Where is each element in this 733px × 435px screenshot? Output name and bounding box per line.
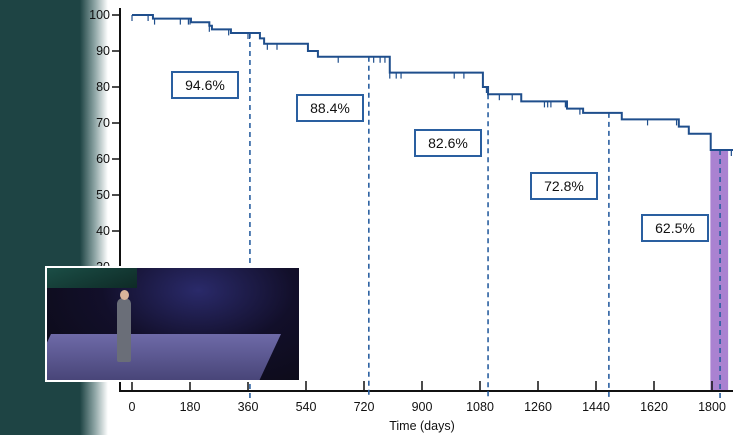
y-tick-label: 90 <box>96 44 110 58</box>
speaker-head <box>120 290 129 300</box>
x-tick-label: 1440 <box>582 400 610 414</box>
annotation-label: 72.8% <box>544 178 584 194</box>
x-tick-label: 540 <box>296 400 317 414</box>
x-tick-label: 1620 <box>640 400 668 414</box>
annotation-box <box>414 129 482 157</box>
annotation-label: 62.5% <box>655 220 695 236</box>
stage-floor <box>47 334 281 380</box>
y-tick-label: 100 <box>89 8 110 22</box>
speaker-figure <box>117 298 131 362</box>
y-tick-label: 60 <box>96 152 110 166</box>
y-tick-label: 80 <box>96 80 110 94</box>
x-tick-label: 900 <box>412 400 433 414</box>
x-axis-label: Time (days) <box>389 419 455 433</box>
speaker-video-inset[interactable] <box>45 266 301 382</box>
annotation-label: 88.4% <box>310 100 350 116</box>
annotation-label: 94.6% <box>185 77 225 93</box>
x-tick-label: 1800 <box>698 400 726 414</box>
x-tick-label: 0 <box>129 400 136 414</box>
x-tick-label: 1260 <box>524 400 552 414</box>
x-tick-label: 360 <box>238 400 259 414</box>
y-tick-label: 50 <box>96 188 110 202</box>
x-tick-label: 180 <box>180 400 201 414</box>
x-tick-label: 720 <box>354 400 375 414</box>
survival-curve <box>132 14 733 151</box>
y-tick-label: 40 <box>96 224 110 238</box>
stage-screen <box>47 268 137 288</box>
annotation-box <box>296 94 364 122</box>
x-tick-label: 1080 <box>466 400 494 414</box>
annotation-box <box>530 172 598 200</box>
annotation-box <box>171 71 239 99</box>
y-tick-label: 70 <box>96 116 110 130</box>
highlight-band <box>710 150 729 391</box>
annotation-box <box>641 214 709 242</box>
annotation-label: 82.6% <box>428 135 468 151</box>
